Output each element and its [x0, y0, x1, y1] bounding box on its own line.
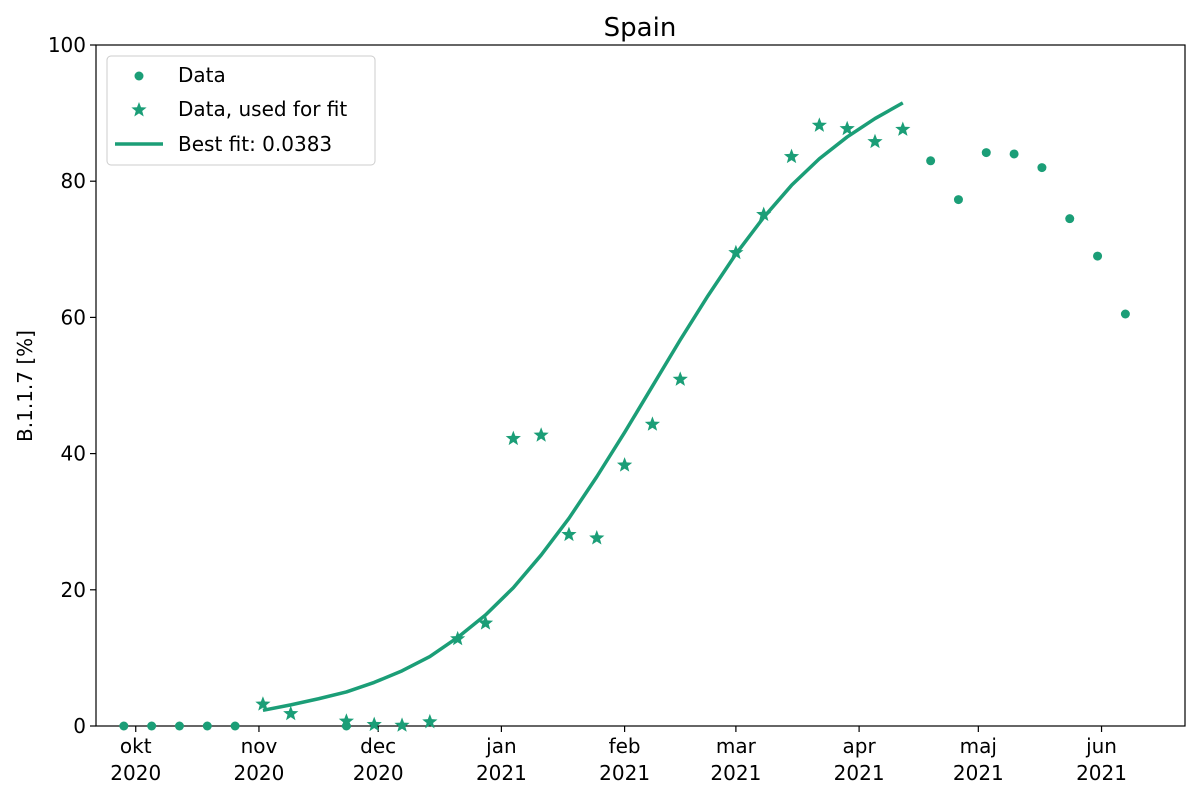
fit-data-point-star [589, 530, 605, 545]
data-point [174, 721, 184, 731]
fit-data-point-star [672, 371, 688, 386]
fit-data-point-star [338, 713, 354, 728]
x-tick-year: 2021 [953, 761, 1004, 785]
fit-data-point-star [450, 630, 466, 646]
legend-marker-star [131, 102, 147, 117]
legend-label-data: Data [178, 63, 226, 87]
y-tick-label: 60 [61, 305, 86, 329]
x-tick-label: nov 2020 [233, 734, 284, 785]
fit-data-point-star [422, 713, 438, 729]
fit-data-point-star [728, 244, 744, 260]
fit-data-point-star [255, 696, 271, 711]
x-tick-label: okt 2020 [110, 734, 161, 785]
fit-data-point-star [783, 148, 800, 164]
x-tick-label: jan 2021 [476, 734, 527, 785]
data-point [1065, 214, 1075, 224]
best-fit-line [262, 101, 904, 713]
y-tick-label: 0 [73, 714, 86, 738]
data-point [953, 195, 963, 205]
plot-area [95, 44, 1186, 727]
x-tick-year: 2021 [1076, 761, 1127, 785]
fit-data-point-star [867, 133, 883, 149]
data-point [981, 148, 991, 158]
x-tick-year: 2021 [476, 761, 527, 785]
x-tick-year: 2021 [834, 761, 885, 785]
chart-title: Spain [604, 13, 677, 43]
fit-data-point-star [561, 526, 577, 542]
x-tick-year: 2020 [110, 761, 161, 785]
data-point [119, 721, 129, 731]
x-tick-month: nov [241, 734, 278, 758]
x-tick-label: jun 2021 [1076, 734, 1127, 785]
fit-data-point-star [811, 117, 827, 132]
fit-data-point-star [839, 120, 855, 136]
fit-line-layer [262, 101, 904, 713]
fit-data-point-star [366, 716, 382, 732]
x-tick-label: feb 2021 [599, 734, 650, 785]
data-point [230, 721, 240, 731]
x-tick-label: maj 2021 [953, 734, 1004, 785]
y-axis-label: B.1.1.7 [%] [13, 330, 37, 442]
fit-data-point-star [756, 206, 772, 222]
x-tick-month: dec [360, 734, 396, 758]
data-point [1037, 163, 1047, 173]
legend-label-fit-data: Data, used for fit [178, 97, 347, 121]
legend-label-best-fit: Best fit: 0.0383 [178, 132, 332, 156]
fit-data-point-star [644, 416, 661, 431]
y-ticks: 0 20 40 60 80 100 [48, 33, 96, 738]
x-ticks: okt 2020 nov 2020 dec 2020 jan 2021 feb 2021 mar 20… [110, 726, 1127, 785]
x-tick-month: maj [960, 734, 997, 758]
fit-data-point-star [616, 457, 633, 472]
fit-data-point-star [283, 705, 299, 721]
x-tick-year: 2021 [599, 761, 650, 785]
fit-data-point-star [895, 121, 911, 136]
fit-data-point-star [533, 427, 549, 442]
x-tick-month: jan [485, 734, 517, 758]
points-layer [119, 117, 1130, 732]
x-tick-year: 2020 [233, 761, 284, 785]
data-point [1009, 149, 1019, 159]
legend: Data Data, used for fit Best fit: 0.0383 [106, 55, 376, 166]
x-tick-month: mar [716, 734, 757, 758]
x-tick-month: feb [609, 734, 641, 758]
x-tick-year: 2020 [353, 761, 404, 785]
data-point [1120, 309, 1130, 319]
data-point [1093, 251, 1103, 261]
y-tick-label: 100 [48, 33, 86, 57]
data-point [926, 156, 936, 166]
fit-data-point-star [477, 615, 494, 630]
y-tick-label: 80 [61, 169, 86, 193]
fit-data-point-star [505, 430, 521, 446]
data-point [202, 721, 212, 731]
x-tick-label: dec 2020 [353, 734, 404, 785]
legend-marker-data [134, 71, 144, 81]
data-point [147, 721, 157, 731]
x-tick-month: apr [843, 734, 877, 758]
legend-box [106, 55, 376, 166]
x-tick-label: mar 2021 [710, 734, 761, 785]
y-tick-label: 20 [61, 578, 86, 602]
fit-data-point-star [394, 717, 410, 732]
x-tick-month: okt [120, 734, 152, 758]
x-tick-label: apr 2021 [834, 734, 885, 785]
y-tick-label: 40 [61, 442, 86, 466]
x-tick-year: 2021 [710, 761, 761, 785]
x-tick-month: jun [1085, 734, 1117, 758]
